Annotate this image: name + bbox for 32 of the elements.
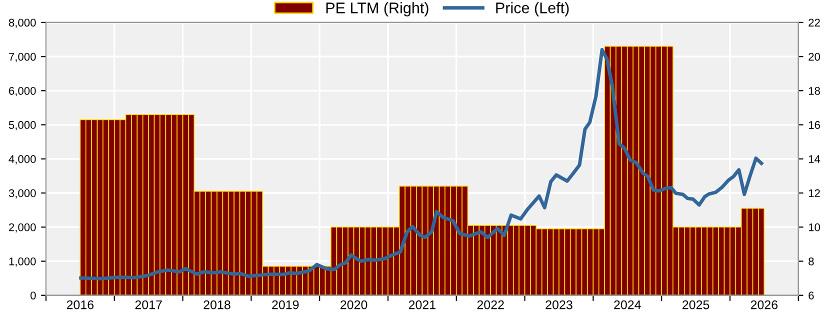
- y-tick-label: 3,000: [8, 189, 36, 198]
- line-series: [79, 48, 764, 280]
- y2-tick-label: 22: [808, 18, 820, 26]
- y2-tick-label: 12: [808, 189, 820, 198]
- x-tick-label: 2023: [546, 300, 572, 310]
- y2-tick-label: 6: [808, 292, 814, 300]
- y-tick-label: 2,000: [9, 223, 36, 233]
- x-tick-label: 2022: [477, 300, 504, 310]
- x-tick-label: 2017: [135, 300, 162, 310]
- legend-label: Price (Left): [496, 2, 569, 16]
- y-tick-label: 4,000: [8, 155, 36, 164]
- y-tick-label: 6,000: [9, 86, 36, 96]
- x-tick-label: 2021: [408, 300, 436, 310]
- y2-tick-label: 20: [808, 52, 820, 61]
- x-tick-label: 2016: [66, 300, 94, 310]
- x-tick-label: 2025: [682, 300, 710, 310]
- y-tick-label: 1,000: [9, 257, 36, 267]
- x-tick-label: 2024: [614, 300, 641, 310]
- x-tick-label: 2020: [340, 300, 368, 310]
- x-tick-label: 2019: [272, 300, 299, 310]
- y2-tick-label: 16: [808, 121, 820, 129]
- y-tick-label: 0: [30, 292, 36, 300]
- y-tick-label: 5,000: [8, 121, 36, 130]
- y2-tick-label: 8: [808, 257, 814, 266]
- y-tick-label: 8,000: [8, 18, 36, 28]
- y2-tick-label: 18: [808, 86, 820, 95]
- y2-tick-label: 14: [808, 155, 820, 163]
- x-tick-label: 2026: [750, 300, 778, 310]
- y2-tick-label: 10: [808, 223, 820, 232]
- y-tick-label: 7,000: [9, 52, 36, 62]
- x-tick-label: 2018: [204, 300, 230, 310]
- legend-label: PE LTM (Right): [326, 2, 428, 16]
